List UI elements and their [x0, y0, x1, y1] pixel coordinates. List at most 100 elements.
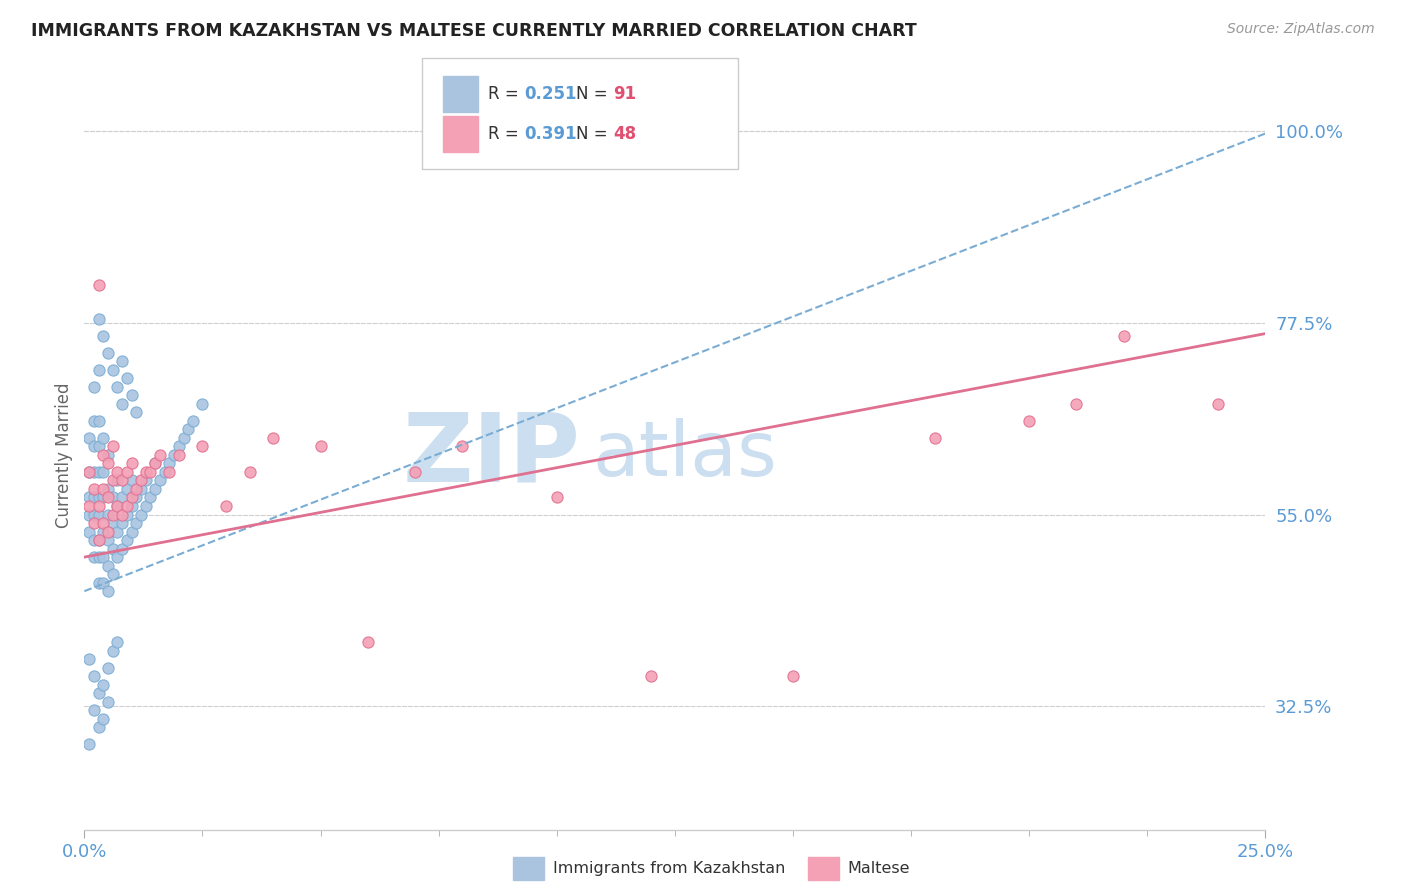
Point — [215, 499, 238, 513]
Point — [97, 695, 120, 709]
Point — [97, 482, 120, 496]
Point — [191, 397, 214, 411]
Point — [121, 499, 143, 513]
Point — [143, 482, 166, 496]
Point — [91, 431, 114, 445]
Point — [101, 516, 124, 530]
Point — [77, 491, 100, 505]
Point — [101, 474, 124, 488]
Point — [149, 474, 172, 488]
Point — [97, 508, 120, 522]
Point — [1112, 328, 1135, 343]
Point — [1018, 414, 1040, 428]
Text: ZIP: ZIP — [402, 409, 581, 501]
Point — [87, 686, 110, 700]
Point — [1066, 397, 1088, 411]
Point — [125, 405, 148, 419]
Point — [309, 439, 332, 453]
Point — [87, 277, 110, 292]
Point — [87, 720, 110, 734]
Text: R =: R = — [488, 125, 524, 143]
Point — [107, 499, 129, 513]
Text: N =: N = — [576, 85, 613, 103]
Point — [91, 448, 114, 462]
Point — [546, 491, 568, 505]
Point — [111, 397, 134, 411]
Point — [91, 575, 114, 590]
Point — [91, 550, 114, 565]
Text: IMMIGRANTS FROM KAZAKHSTAN VS MALTESE CURRENTLY MARRIED CORRELATION CHART: IMMIGRANTS FROM KAZAKHSTAN VS MALTESE CU… — [31, 22, 917, 40]
Point — [191, 439, 214, 453]
Point — [91, 491, 114, 505]
Point — [153, 465, 176, 479]
Point — [111, 516, 134, 530]
Point — [262, 431, 284, 445]
Point — [129, 482, 152, 496]
Point — [107, 499, 129, 513]
Point — [83, 439, 105, 453]
Point — [101, 491, 124, 505]
Point — [77, 524, 100, 539]
Point — [87, 491, 110, 505]
Point — [107, 524, 129, 539]
Point — [404, 465, 426, 479]
Point — [139, 465, 162, 479]
Point — [239, 465, 262, 479]
Point — [125, 482, 148, 496]
Point — [1206, 397, 1229, 411]
Point — [83, 482, 105, 496]
Point — [83, 669, 105, 683]
Point — [87, 414, 110, 428]
Point — [121, 474, 143, 488]
Point — [87, 533, 110, 547]
Text: 0.391: 0.391 — [524, 125, 576, 143]
Point — [115, 482, 138, 496]
Point — [97, 448, 120, 462]
Point — [167, 448, 190, 462]
Point — [111, 474, 134, 488]
Point — [97, 491, 120, 505]
Point — [87, 533, 110, 547]
Point — [91, 712, 114, 726]
Point — [91, 465, 114, 479]
Point — [121, 524, 143, 539]
Point — [97, 345, 120, 359]
Point — [101, 508, 124, 522]
Point — [77, 431, 100, 445]
Point — [125, 491, 148, 505]
Point — [101, 644, 124, 658]
Point — [87, 439, 110, 453]
Point — [135, 499, 157, 513]
Point — [107, 380, 129, 394]
Point — [111, 491, 134, 505]
Point — [101, 541, 124, 556]
Point — [83, 465, 105, 479]
Point — [87, 499, 110, 513]
Point — [83, 380, 105, 394]
Point — [83, 550, 105, 565]
Point — [83, 533, 105, 547]
Point — [83, 414, 105, 428]
Point — [77, 465, 100, 479]
Point — [77, 465, 100, 479]
Text: 0.251: 0.251 — [524, 85, 576, 103]
Point — [91, 328, 114, 343]
Point — [135, 474, 157, 488]
Point — [83, 703, 105, 717]
Point — [167, 439, 190, 453]
Point — [143, 457, 166, 471]
Point — [97, 584, 120, 599]
Point — [97, 661, 120, 675]
Text: 91: 91 — [613, 85, 636, 103]
Text: R =: R = — [488, 85, 524, 103]
Text: N =: N = — [576, 125, 613, 143]
Point — [115, 371, 138, 385]
Point — [111, 508, 134, 522]
Point — [87, 508, 110, 522]
Point — [87, 311, 110, 326]
Point — [177, 422, 200, 436]
Point — [91, 678, 114, 692]
Point — [129, 474, 152, 488]
Point — [87, 363, 110, 377]
Point — [115, 499, 138, 513]
